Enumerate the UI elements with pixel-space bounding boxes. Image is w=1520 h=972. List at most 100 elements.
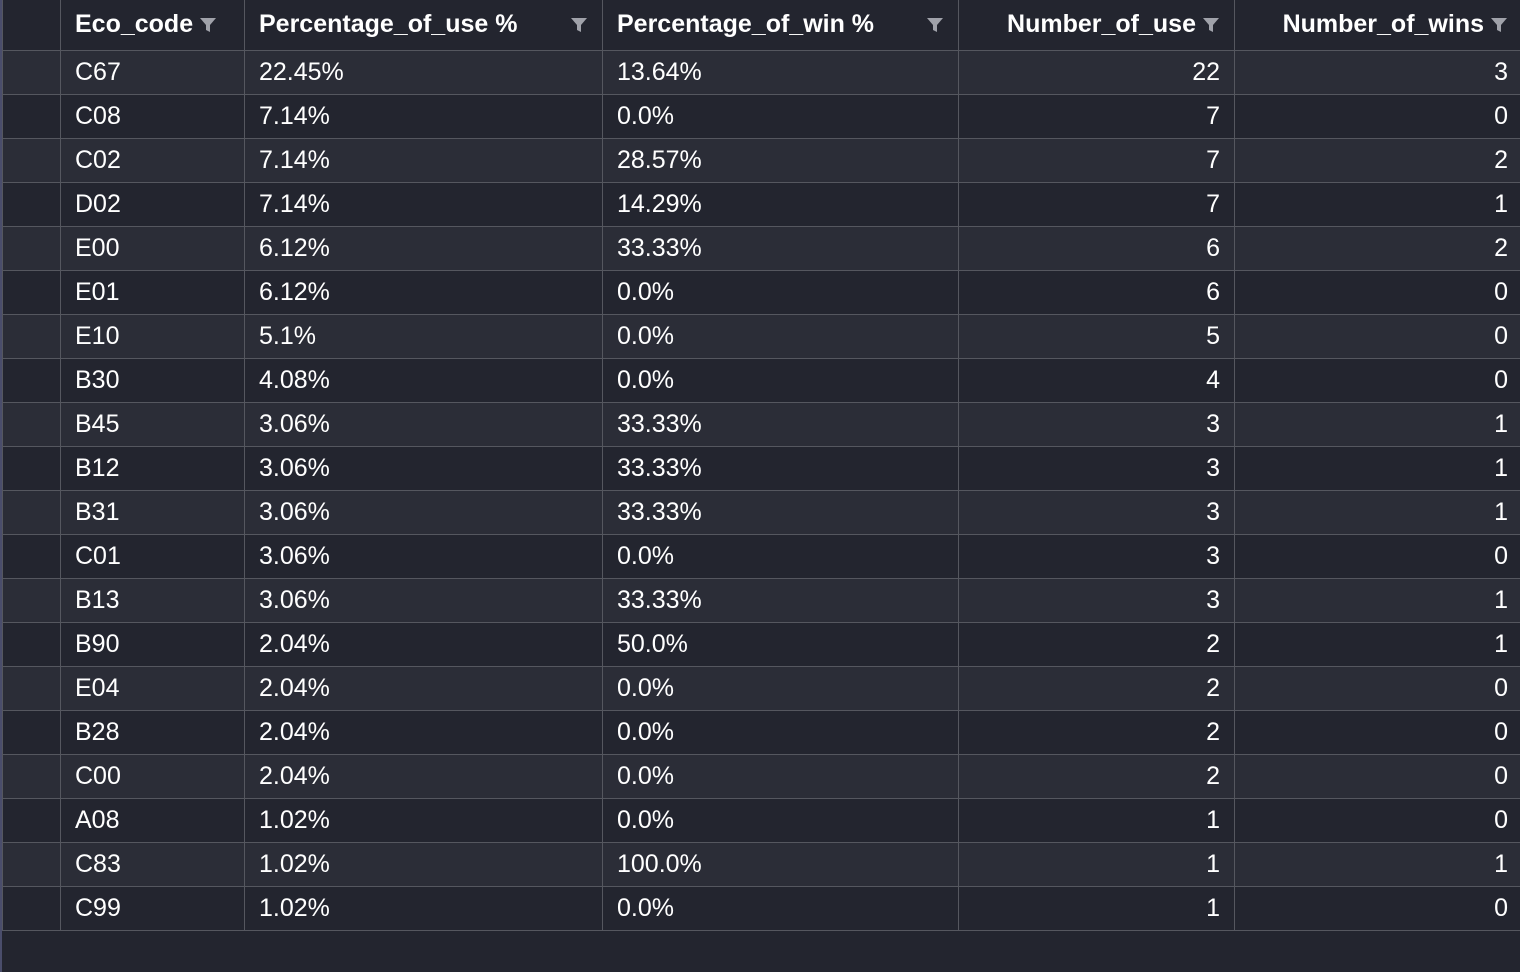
percentage-of-use-cell[interactable]: 1.02% — [244, 885, 603, 931]
table-row[interactable]: B90 2.04% 50.0% 2 1 — [2, 621, 1520, 667]
eco-code-cell[interactable]: B30 — [60, 357, 245, 403]
number-of-use-cell[interactable]: 1 — [958, 841, 1235, 887]
row-index-cell[interactable] — [2, 93, 61, 139]
number-of-use-cell[interactable]: 1 — [958, 885, 1235, 931]
number-of-use-cell[interactable]: 3 — [958, 577, 1235, 623]
column-header-eco-code[interactable]: Eco_code — [60, 0, 245, 51]
percentage-of-use-cell[interactable]: 7.14% — [244, 93, 603, 139]
number-of-use-cell[interactable]: 3 — [958, 533, 1235, 579]
number-of-wins-cell[interactable]: 1 — [1234, 489, 1520, 535]
number-of-use-cell[interactable]: 6 — [958, 225, 1235, 271]
number-of-wins-cell[interactable]: 0 — [1234, 269, 1520, 315]
number-of-wins-cell[interactable]: 2 — [1234, 137, 1520, 183]
row-index-cell[interactable] — [2, 621, 61, 667]
number-of-wins-cell[interactable]: 0 — [1234, 797, 1520, 843]
table-row[interactable]: C08 7.14% 0.0% 7 0 — [2, 93, 1520, 139]
row-index-cell[interactable] — [2, 577, 61, 623]
row-index-cell[interactable] — [2, 841, 61, 887]
number-of-wins-cell[interactable]: 1 — [1234, 577, 1520, 623]
number-of-wins-cell[interactable]: 2 — [1234, 225, 1520, 271]
number-of-use-cell[interactable]: 3 — [958, 445, 1235, 491]
row-index-cell[interactable] — [2, 489, 61, 535]
eco-code-cell[interactable]: C67 — [60, 49, 245, 95]
number-of-use-cell[interactable]: 2 — [958, 753, 1235, 799]
percentage-of-win-cell[interactable]: 100.0% — [602, 841, 959, 887]
table-row[interactable]: A08 1.02% 0.0% 1 0 — [2, 797, 1520, 843]
column-header-number-of-use[interactable]: Number_of_use — [958, 0, 1235, 51]
percentage-of-win-cell[interactable]: 0.0% — [602, 93, 959, 139]
number-of-use-cell[interactable]: 3 — [958, 401, 1235, 447]
table-row[interactable]: C67 22.45% 13.64% 22 3 — [2, 49, 1520, 95]
table-row[interactable]: B30 4.08% 0.0% 4 0 — [2, 357, 1520, 403]
number-of-use-cell[interactable]: 1 — [958, 797, 1235, 843]
row-index-cell[interactable] — [2, 533, 61, 579]
percentage-of-use-cell[interactable]: 3.06% — [244, 533, 603, 579]
percentage-of-use-cell[interactable]: 4.08% — [244, 357, 603, 403]
table-row[interactable]: D02 7.14% 14.29% 7 1 — [2, 181, 1520, 227]
percentage-of-win-cell[interactable]: 28.57% — [602, 137, 959, 183]
eco-code-cell[interactable]: B31 — [60, 489, 245, 535]
eco-code-cell[interactable]: E01 — [60, 269, 245, 315]
table-row[interactable]: B28 2.04% 0.0% 2 0 — [2, 709, 1520, 755]
eco-code-cell[interactable]: C02 — [60, 137, 245, 183]
eco-code-cell[interactable]: C83 — [60, 841, 245, 887]
filter-icon[interactable] — [1490, 16, 1508, 34]
number-of-use-cell[interactable]: 6 — [958, 269, 1235, 315]
number-of-use-cell[interactable]: 2 — [958, 621, 1235, 667]
percentage-of-win-cell[interactable]: 14.29% — [602, 181, 959, 227]
percentage-of-win-cell[interactable]: 33.33% — [602, 401, 959, 447]
percentage-of-use-cell[interactable]: 6.12% — [244, 225, 603, 271]
number-of-wins-cell[interactable]: 0 — [1234, 533, 1520, 579]
table-row[interactable]: E00 6.12% 33.33% 6 2 — [2, 225, 1520, 271]
filter-icon[interactable] — [199, 16, 217, 34]
percentage-of-use-cell[interactable]: 3.06% — [244, 445, 603, 491]
table-row[interactable]: C99 1.02% 0.0% 1 0 — [2, 885, 1520, 931]
number-of-wins-cell[interactable]: 1 — [1234, 841, 1520, 887]
eco-code-cell[interactable]: C01 — [60, 533, 245, 579]
number-of-wins-cell[interactable]: 1 — [1234, 621, 1520, 667]
eco-code-cell[interactable]: C08 — [60, 93, 245, 139]
row-index-cell[interactable] — [2, 137, 61, 183]
percentage-of-use-cell[interactable]: 7.14% — [244, 181, 603, 227]
percentage-of-win-cell[interactable]: 0.0% — [602, 753, 959, 799]
eco-code-cell[interactable]: B13 — [60, 577, 245, 623]
number-of-wins-cell[interactable]: 0 — [1234, 885, 1520, 931]
number-of-wins-cell[interactable]: 1 — [1234, 445, 1520, 491]
percentage-of-use-cell[interactable]: 22.45% — [244, 49, 603, 95]
percentage-of-use-cell[interactable]: 6.12% — [244, 269, 603, 315]
table-row[interactable]: C00 2.04% 0.0% 2 0 — [2, 753, 1520, 799]
row-index-cell[interactable] — [2, 49, 61, 95]
number-of-use-cell[interactable]: 2 — [958, 709, 1235, 755]
percentage-of-win-cell[interactable]: 33.33% — [602, 225, 959, 271]
number-of-wins-cell[interactable]: 0 — [1234, 357, 1520, 403]
eco-code-cell[interactable]: D02 — [60, 181, 245, 227]
table-row[interactable]: B13 3.06% 33.33% 3 1 — [2, 577, 1520, 623]
filter-icon[interactable] — [570, 16, 588, 34]
percentage-of-win-cell[interactable]: 0.0% — [602, 709, 959, 755]
table-row[interactable]: B31 3.06% 33.33% 3 1 — [2, 489, 1520, 535]
eco-code-cell[interactable]: A08 — [60, 797, 245, 843]
percentage-of-win-cell[interactable]: 33.33% — [602, 577, 959, 623]
number-of-wins-cell[interactable]: 0 — [1234, 313, 1520, 359]
percentage-of-use-cell[interactable]: 1.02% — [244, 841, 603, 887]
table-row[interactable]: E10 5.1% 0.0% 5 0 — [2, 313, 1520, 359]
eco-code-cell[interactable]: E00 — [60, 225, 245, 271]
column-header-number-of-wins[interactable]: Number_of_wins — [1234, 0, 1520, 51]
percentage-of-win-cell[interactable]: 0.0% — [602, 533, 959, 579]
number-of-use-cell[interactable]: 4 — [958, 357, 1235, 403]
eco-code-cell[interactable]: C99 — [60, 885, 245, 931]
number-of-wins-cell[interactable]: 0 — [1234, 709, 1520, 755]
eco-code-cell[interactable]: B90 — [60, 621, 245, 667]
table-row[interactable]: E01 6.12% 0.0% 6 0 — [2, 269, 1520, 315]
percentage-of-use-cell[interactable]: 2.04% — [244, 621, 603, 667]
eco-code-cell[interactable]: E04 — [60, 665, 245, 711]
eco-code-cell[interactable]: B28 — [60, 709, 245, 755]
percentage-of-win-cell[interactable]: 0.0% — [602, 357, 959, 403]
number-of-use-cell[interactable]: 7 — [958, 93, 1235, 139]
number-of-use-cell[interactable]: 5 — [958, 313, 1235, 359]
number-of-use-cell[interactable]: 7 — [958, 181, 1235, 227]
row-index-cell[interactable] — [2, 665, 61, 711]
table-row[interactable]: C83 1.02% 100.0% 1 1 — [2, 841, 1520, 887]
table-row[interactable]: C02 7.14% 28.57% 7 2 — [2, 137, 1520, 183]
table-row[interactable]: B12 3.06% 33.33% 3 1 — [2, 445, 1520, 491]
